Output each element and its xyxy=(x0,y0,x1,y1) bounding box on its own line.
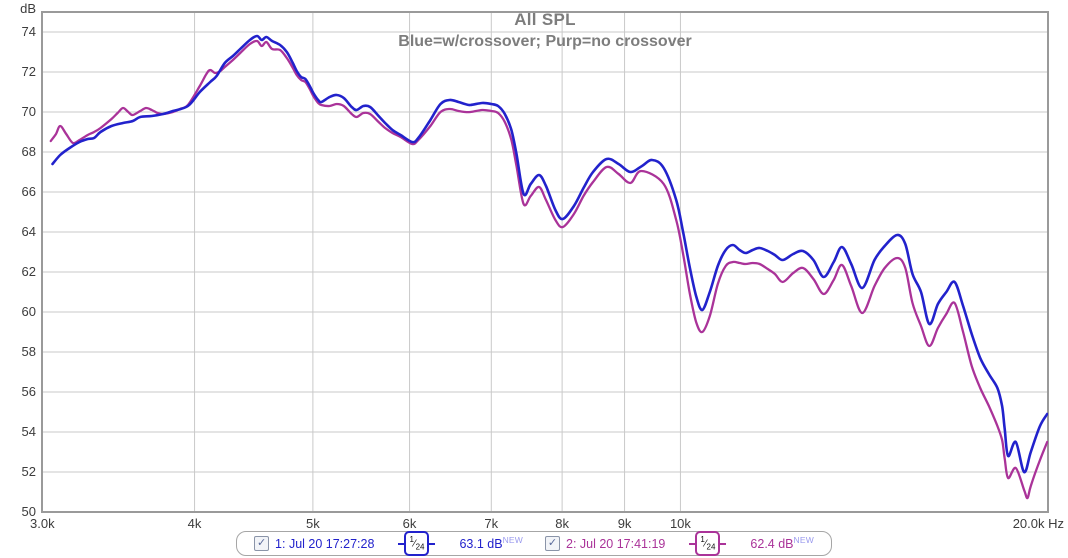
y-tick-label: 58 xyxy=(21,344,36,359)
y-tick-label: 54 xyxy=(21,424,36,439)
legend-entry-1: ✓ 1: Jul 20 17:27:28 1⁄24 63.1 dBNEW xyxy=(254,531,523,556)
y-tick-label: 74 xyxy=(21,24,36,39)
x-tick-label: 6k xyxy=(402,516,417,531)
legend-entry-2: ✓ 2: Jul 20 17:41:19 1⁄24 62.4 dBNEW xyxy=(545,531,814,556)
measurement-2-checkbox[interactable]: ✓ xyxy=(545,536,560,551)
x-tick-label: 3.0k xyxy=(30,516,55,531)
y-tick-label: 50 xyxy=(21,504,36,519)
trace-purple-no-crossover xyxy=(49,39,1048,500)
chart-subtitle: Blue=w/crossover; Purp=no crossover xyxy=(398,33,692,50)
y-tick-label: 60 xyxy=(21,304,36,319)
y-tick-label: 56 xyxy=(21,384,36,399)
chart-title: All SPL xyxy=(514,10,576,29)
measurement-1-checkbox[interactable]: ✓ xyxy=(254,536,270,551)
y-tick-label: 62 xyxy=(21,264,36,279)
x-tick-label: 20.0k Hz xyxy=(1012,516,1064,531)
plot-border xyxy=(41,11,1049,513)
x-tick-label: 9k xyxy=(617,516,632,531)
smoothing-line-stub xyxy=(689,542,696,545)
y-tick-label: 52 xyxy=(21,464,36,479)
y-axis-unit-label: dB xyxy=(20,1,36,16)
measurement-1-label[interactable]: 1: Jul 20 17:27:28 xyxy=(275,536,375,551)
x-tick-label: 4k xyxy=(187,516,202,531)
x-tick-label: 8k xyxy=(555,516,569,531)
measurement-1-value: 63.1 dBNEW xyxy=(459,535,523,552)
smoothing-line-stub xyxy=(720,542,727,545)
y-tick-label: 72 xyxy=(21,64,36,79)
smoothing-line-stub xyxy=(429,542,436,545)
x-tick-label: 10k xyxy=(669,516,691,531)
smoothing-line-stub xyxy=(398,542,405,545)
measurement-2-smoothing-badge[interactable]: 1⁄24 xyxy=(689,531,727,556)
y-tick-label: 68 xyxy=(21,144,36,159)
new-tag: NEW xyxy=(793,535,814,546)
x-tick-label: 5k xyxy=(306,516,320,531)
trace-blue-with-crossover xyxy=(51,34,1048,474)
y-tick-label: 70 xyxy=(21,104,36,119)
legend-panel: ✓ 1: Jul 20 17:27:28 1⁄24 63.1 dBNEW ✓ 2… xyxy=(236,531,832,556)
measurement-2-label[interactable]: 2: Jul 20 17:41:19 xyxy=(566,536,666,551)
measurement-2-value: 62.4 dBNEW xyxy=(750,535,814,552)
y-tick-label: 64 xyxy=(21,224,36,239)
new-tag: NEW xyxy=(502,535,523,546)
x-tick-label: 7k xyxy=(484,516,499,531)
measurement-1-smoothing-badge[interactable]: 1⁄24 xyxy=(398,531,436,556)
y-tick-label: 66 xyxy=(21,184,36,199)
